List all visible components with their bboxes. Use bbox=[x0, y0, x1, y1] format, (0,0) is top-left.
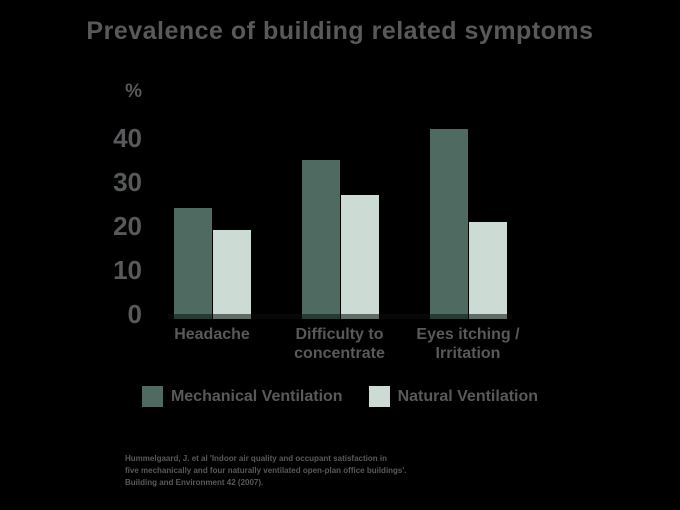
plot-area bbox=[168, 129, 512, 319]
chart-title: Prevalence of building related symptoms bbox=[86, 17, 594, 45]
bar-natural-ventilation-headache bbox=[213, 230, 251, 319]
source-footnote-line: Building and Environment 42 (2007). bbox=[125, 478, 264, 487]
bar-natural-ventilation-difficulty-to-concentrate bbox=[340, 195, 379, 319]
y-tick-label: 10 bbox=[113, 255, 142, 285]
legend: Mechanical Ventilation Natural Ventilatio… bbox=[0, 386, 680, 407]
x-axis-line bbox=[168, 314, 512, 319]
source-footnote-line: five mechanically and four naturally ven… bbox=[125, 466, 407, 475]
legend-item-natural-ventilation: Natural Ventilation bbox=[368, 386, 539, 407]
source-footnote-line: Hummelgaard, J. et al 'Indoor air qualit… bbox=[125, 454, 387, 463]
y-tick-label: 0 bbox=[127, 299, 142, 329]
legend-label: Natural Ventilation bbox=[397, 387, 539, 405]
legend-swatch-natural-ventilation bbox=[368, 386, 390, 407]
legend-swatch-mechanical-ventilation bbox=[141, 386, 163, 407]
y-tick-label: 30 bbox=[113, 167, 142, 197]
y-axis-tick-labels: 40 30 20 10 0 bbox=[0, 0, 142, 340]
bar-mechanical-ventilation-headache bbox=[174, 208, 212, 319]
bar-natural-ventilation-eyes-itching-irritation bbox=[469, 221, 507, 319]
source-footnote: Hummelgaard, J. et al 'Indoor air qualit… bbox=[125, 453, 445, 489]
y-tick-label: 20 bbox=[113, 211, 142, 241]
legend-item-mechanical-ventilation: Mechanical Ventilation bbox=[141, 386, 343, 407]
legend-label: Mechanical Ventilation bbox=[170, 387, 343, 405]
bar-mechanical-ventilation-difficulty-to-concentrate bbox=[301, 160, 340, 319]
category-label-headache: Headache bbox=[174, 326, 250, 343]
category-label-eyes-itching-irritation: Eyes itching / Irritation bbox=[416, 326, 520, 362]
bar-mechanical-ventilation-eyes-itching-irritation bbox=[430, 129, 468, 319]
y-axis-unit-label: % bbox=[125, 81, 142, 102]
category-label-difficulty-to-concentrate: Difficulty to concentrate bbox=[294, 326, 385, 362]
y-tick-label: 40 bbox=[113, 123, 142, 153]
